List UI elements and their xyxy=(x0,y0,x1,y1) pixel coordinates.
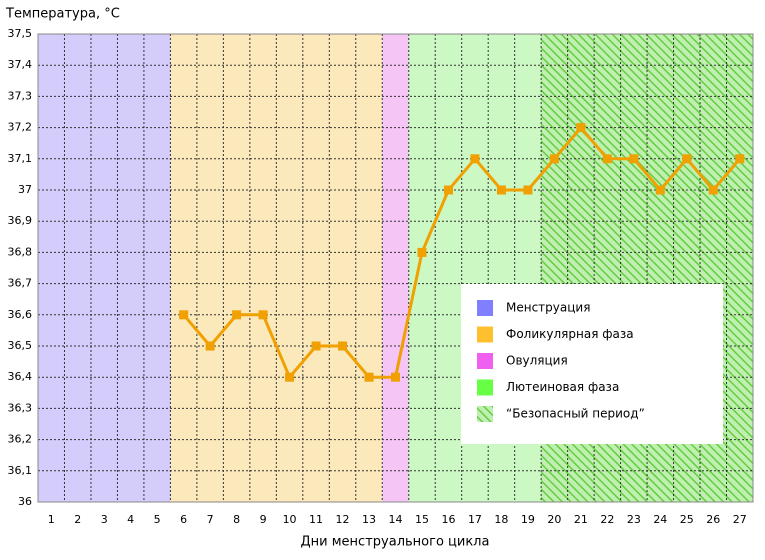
data-point xyxy=(179,310,189,320)
data-point xyxy=(391,372,400,382)
y-tick-label: 36 xyxy=(18,495,32,508)
y-tick-label: 37,2 xyxy=(8,121,33,134)
data-point xyxy=(443,185,453,195)
data-point xyxy=(655,185,665,195)
x-tick-label: 17 xyxy=(468,513,482,526)
y-tick-label: 36,9 xyxy=(8,214,33,227)
data-point xyxy=(364,372,374,382)
legend-swatch xyxy=(477,353,493,369)
y-tick-label: 36,7 xyxy=(8,277,33,290)
x-tick-label: 9 xyxy=(260,513,267,526)
x-tick-label: 5 xyxy=(154,513,161,526)
x-tick-label: 19 xyxy=(521,513,535,526)
plot-frame xyxy=(37,33,754,503)
data-point xyxy=(576,123,586,133)
x-tick-label: 8 xyxy=(233,513,240,526)
y-tick-label: 36,6 xyxy=(8,308,33,321)
legend-swatch xyxy=(477,406,493,422)
x-tick-label: 6 xyxy=(180,513,187,526)
data-point xyxy=(602,154,612,164)
legend-box xyxy=(461,284,723,444)
data-point xyxy=(417,247,427,257)
y-tick-label: 36,3 xyxy=(8,401,33,414)
x-tick-label: 3 xyxy=(101,513,108,526)
y-tick-label: 37 xyxy=(18,183,32,196)
x-tick-label: 2 xyxy=(74,513,81,526)
data-point xyxy=(258,310,268,320)
data-point xyxy=(496,185,506,195)
legend-label: Фоликулярная фаза xyxy=(506,327,634,341)
y-tick-label: 37,5 xyxy=(8,27,33,40)
x-tick-label: 21 xyxy=(574,513,588,526)
x-tick-label: 14 xyxy=(389,513,403,526)
data-point xyxy=(470,154,480,164)
data-point xyxy=(708,185,718,195)
y-tick-label: 36,5 xyxy=(8,339,33,352)
legend-label: Овуляция xyxy=(506,354,568,368)
x-tick-label: 11 xyxy=(309,513,323,526)
x-tick-label: 23 xyxy=(627,513,641,526)
x-tick-label: 15 xyxy=(415,513,429,526)
phase-region xyxy=(382,34,409,502)
legend-label: Лютеиновая фаза xyxy=(506,380,619,394)
x-tick-label: 20 xyxy=(547,513,561,526)
y-tick-label: 36,1 xyxy=(8,464,33,477)
x-tick-label: 18 xyxy=(494,513,508,526)
data-point xyxy=(311,341,321,351)
legend-swatch xyxy=(477,379,493,396)
data-point xyxy=(205,341,215,351)
data-point xyxy=(285,372,295,382)
legend-swatch xyxy=(477,326,493,343)
series-line xyxy=(182,125,741,381)
x-tick-label: 13 xyxy=(362,513,376,526)
data-point xyxy=(232,310,242,320)
y-tick-label: 37,4 xyxy=(8,58,33,71)
chart-title: Температура, °C xyxy=(5,7,120,22)
y-tick-label: 37,1 xyxy=(8,152,33,165)
x-tick-label: 4 xyxy=(127,513,134,526)
x-tick-label: 26 xyxy=(706,513,720,526)
x-tick-label: 22 xyxy=(600,513,614,526)
legend-label: “Безопасный период” xyxy=(506,407,645,421)
x-tick-label: 1 xyxy=(48,513,55,526)
y-tick-label: 36,4 xyxy=(8,370,33,383)
x-tick-label: 7 xyxy=(207,513,214,526)
legend-swatch xyxy=(477,300,493,316)
data-point xyxy=(682,154,692,164)
y-tick-label: 36,8 xyxy=(8,245,33,258)
x-tick-label: 16 xyxy=(441,513,455,526)
x-tick-label: 25 xyxy=(680,513,694,526)
data-point xyxy=(338,341,348,351)
phase-region xyxy=(38,34,171,502)
x-tick-label: 24 xyxy=(653,513,667,526)
y-tick-label: 37,3 xyxy=(8,89,33,102)
data-point xyxy=(523,185,533,195)
data-point xyxy=(735,154,745,164)
data-point xyxy=(549,154,559,164)
x-tick-label: 27 xyxy=(733,513,747,526)
y-tick-label: 36,2 xyxy=(8,433,33,446)
data-point xyxy=(629,154,639,164)
x-tick-label: 12 xyxy=(336,513,350,526)
legend-label: Менструация xyxy=(506,301,590,315)
x-axis-label: Дни менструального цикла xyxy=(301,535,490,550)
x-tick-label: 10 xyxy=(283,513,297,526)
